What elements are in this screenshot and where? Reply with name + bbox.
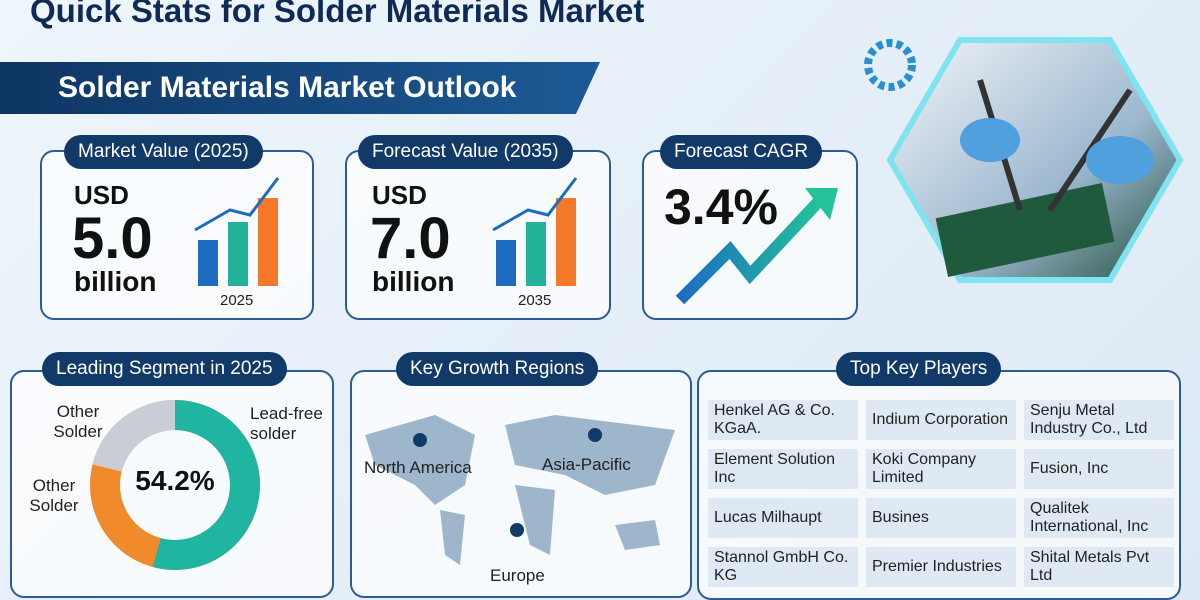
bar-icon (194, 177, 280, 286)
panel-title: Key Growth Regions (396, 352, 599, 386)
donut-chart: 54.2% (90, 399, 260, 570)
region-label: Asia-Pacific (542, 455, 631, 474)
value: 3.4% (664, 179, 778, 235)
banner-text: Solder Materials Market Outlook (58, 71, 517, 104)
segment-label: Other Solder (29, 476, 79, 515)
panel-title: Top Key Players (836, 352, 1002, 386)
photo-illustration (864, 37, 1184, 283)
player-name: Premier Industries (866, 547, 1016, 587)
currency: USD (372, 180, 427, 210)
donut-other (92, 399, 176, 473)
player-name: Fusion, Inc (1024, 449, 1174, 489)
region-label: Europe (490, 566, 545, 585)
player-name: Senju Metal Industry Co., Ltd (1024, 400, 1174, 440)
player-name: Stannol GmbH Co. KG (708, 547, 858, 587)
player-name: Element Solution Inc (708, 449, 858, 489)
donut-segment (152, 400, 260, 570)
growth-arrow (675, 188, 838, 305)
card-title: Forecast Value (2035) (358, 135, 573, 169)
unit: billion (74, 266, 157, 297)
unit: billion (372, 266, 455, 297)
panel-title: Leading Segment in 2025 (42, 352, 287, 386)
segment-label: Lead-free solder (250, 404, 323, 443)
player-name: Henkel AG & Co. KGaA. (708, 400, 858, 440)
page-title: Quick Stats for Solder Materials Market (30, 0, 645, 29)
player-name: Lucas Milhaupt (708, 498, 858, 538)
bar-icon (492, 177, 578, 286)
segment-label: Other Solder (53, 402, 103, 441)
year: 2035 (518, 292, 552, 309)
cagr-card (642, 150, 858, 320)
player-name: Koki Company Limited (866, 449, 1016, 489)
world-map (365, 415, 675, 565)
value: 5.0 (72, 206, 153, 271)
player-name: Busines (866, 498, 1016, 538)
card-title: Market Value (2025) (64, 135, 263, 169)
center-label: 54.2% (135, 465, 214, 496)
player-name: Qualitek International, Inc (1024, 498, 1174, 538)
value: 7.0 (370, 206, 451, 271)
player-name: Indium Corporation (866, 400, 1016, 440)
banner: Solder Materials Market Outlook (0, 62, 600, 114)
currency: USD (74, 180, 129, 210)
card-title: Forecast CAGR (660, 135, 823, 169)
region-label: North America (364, 458, 472, 477)
player-name: Shital Metals Pvt Ltd (1024, 547, 1174, 587)
year: 2025 (220, 292, 254, 309)
